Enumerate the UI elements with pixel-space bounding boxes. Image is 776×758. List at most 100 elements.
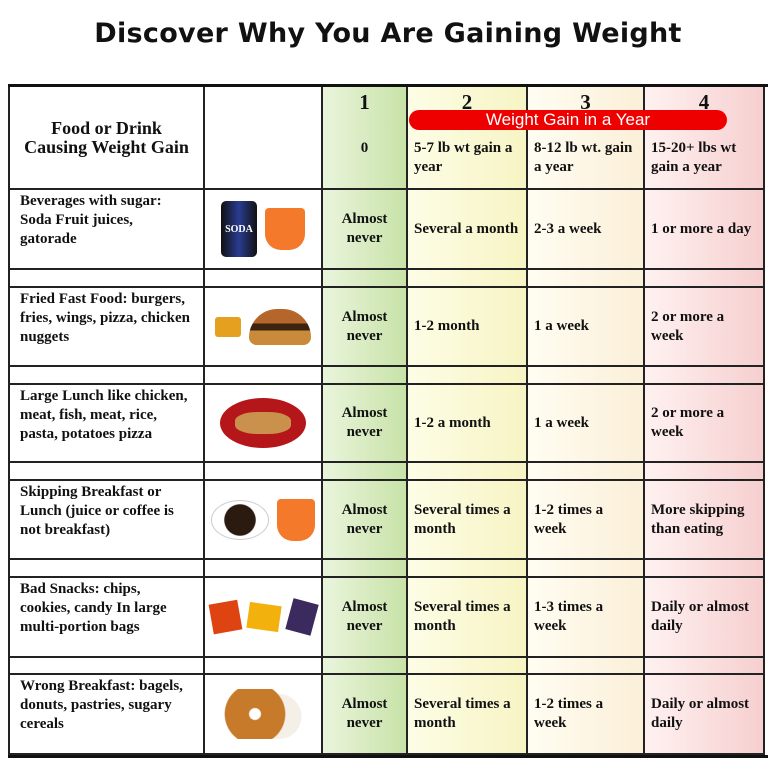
spacer bbox=[323, 270, 408, 288]
spacer bbox=[8, 560, 205, 578]
frequency-value: Several a month bbox=[414, 220, 519, 237]
row-cell-col-3: 1-2 times a week bbox=[528, 481, 645, 560]
frequency-value: Almost never bbox=[341, 405, 388, 440]
spacer bbox=[8, 367, 205, 385]
spacer bbox=[8, 463, 205, 481]
column-number: 4 bbox=[698, 90, 710, 114]
spacer bbox=[645, 270, 765, 288]
row-cell-col-1: Almost never bbox=[323, 288, 408, 367]
spacer bbox=[205, 560, 323, 578]
row-cell-col-1: Almost never bbox=[323, 675, 408, 755]
row-cell-col-4: 2 or more a week bbox=[645, 288, 765, 367]
row-food: Beverages with sugar: Soda Fruit juices,… bbox=[8, 190, 205, 270]
row-food: Skipping Breakfast or Lunch (juice or co… bbox=[8, 481, 205, 560]
burger-and-fries-icon bbox=[205, 288, 323, 367]
frequency-value: More skipping than eating bbox=[651, 501, 745, 537]
spacer bbox=[528, 270, 645, 288]
frequency-value: Almost never bbox=[341, 501, 388, 537]
column-desc: 5-7 lb wt gain a year bbox=[414, 140, 513, 175]
frequency-value: Almost never bbox=[341, 211, 388, 246]
spacer bbox=[323, 658, 408, 675]
page-title: Discover Why You Are Gaining Weight bbox=[94, 18, 682, 49]
row-cell-col-1: Almost never bbox=[323, 385, 408, 463]
spacer bbox=[528, 560, 645, 578]
header-col-3: 3 8-12 lb wt. gain a year bbox=[528, 87, 645, 190]
frequency-value: 2-3 a week bbox=[534, 220, 602, 237]
spacer bbox=[8, 270, 205, 288]
column-number: 3 bbox=[580, 90, 591, 114]
frequency-value: 2 or more a week bbox=[651, 308, 725, 344]
frequency-value: 1 or more a day bbox=[651, 220, 752, 237]
food-label: Bad Snacks: chips, cookies, candy In lar… bbox=[20, 581, 167, 635]
header-food: Food or Drink Causing Weight Gain bbox=[8, 87, 205, 190]
row-cell-col-4: More skipping than eating bbox=[645, 481, 765, 560]
row-cell-col-4: Daily or almost daily bbox=[645, 675, 765, 755]
row-food: Bad Snacks: chips, cookies, candy In lar… bbox=[8, 578, 205, 658]
frequency-value: Almost never bbox=[341, 599, 388, 634]
frequency-value: 1-2 a month bbox=[414, 414, 491, 431]
spacer bbox=[408, 463, 528, 481]
frequency-value: Almost never bbox=[341, 696, 388, 731]
frequency-value: 2 or more a week bbox=[651, 405, 725, 440]
row-cell-col-4: Daily or almost daily bbox=[645, 578, 765, 658]
row-cell-col-2: Several times a month bbox=[408, 481, 528, 560]
row-cell-col-4: 2 or more a week bbox=[645, 385, 765, 463]
header-col-4: 4 15-20+ lbs wt gain a year bbox=[645, 87, 765, 190]
spacer bbox=[528, 367, 645, 385]
spacer bbox=[408, 270, 528, 288]
column-number: 1 bbox=[359, 90, 370, 114]
spacer bbox=[645, 367, 765, 385]
soda-can-and-juice-icon: SODA bbox=[205, 190, 323, 270]
spacer bbox=[408, 658, 528, 675]
weight-gain-table: Food or Drink Causing Weight Gain 1 0 2 5-7 … bbox=[8, 84, 768, 758]
spacer bbox=[323, 367, 408, 385]
lunch-plate-icon bbox=[205, 385, 323, 463]
bagel-icon bbox=[205, 675, 323, 755]
header-image bbox=[205, 87, 323, 190]
row-cell-col-3: 2-3 a week bbox=[528, 190, 645, 270]
spacer bbox=[408, 367, 528, 385]
row-cell-col-1: Almost never bbox=[323, 578, 408, 658]
food-label: Fried Fast Food: burgers, fries, wings, … bbox=[20, 291, 190, 345]
row-cell-col-2: Several a month bbox=[408, 190, 528, 270]
spacer bbox=[645, 658, 765, 675]
food-label: Skipping Breakfast or Lunch (juice or co… bbox=[20, 484, 174, 538]
frequency-value: 1-2 times a week bbox=[534, 501, 604, 537]
row-cell-col-1: Almost never bbox=[323, 481, 408, 560]
spacer bbox=[205, 658, 323, 675]
frequency-value: 1-2 times a week bbox=[534, 696, 604, 731]
row-cell-col-2: 1-2 a month bbox=[408, 385, 528, 463]
spacer bbox=[645, 463, 765, 481]
coffee-and-juice-icon bbox=[205, 481, 323, 560]
header-col-2: 2 5-7 lb wt gain a year bbox=[408, 87, 528, 190]
weight-gain-banner: Weight Gain in a Year bbox=[409, 110, 727, 130]
row-food: Fried Fast Food: burgers, fries, wings, … bbox=[8, 288, 205, 367]
row-cell-col-3: 1 a week bbox=[528, 288, 645, 367]
spacer bbox=[528, 658, 645, 675]
frequency-value: 1 a week bbox=[534, 318, 589, 334]
column-desc: 8-12 lb wt. gain a year bbox=[534, 140, 633, 175]
spacer bbox=[205, 367, 323, 385]
row-food: Wrong Breakfast: bagels, donuts, pastrie… bbox=[8, 675, 205, 755]
spacer bbox=[323, 463, 408, 481]
frequency-value: 1-2 month bbox=[414, 318, 480, 334]
column-number: 2 bbox=[461, 90, 473, 114]
spacer bbox=[645, 560, 765, 578]
frequency-value: Several times a month bbox=[414, 501, 511, 537]
food-header-label: Food or Drink Causing Weight Gain bbox=[24, 117, 189, 157]
frequency-value: 1 a week bbox=[534, 414, 589, 431]
frequency-value: Several times a month bbox=[414, 599, 511, 634]
frequency-value: Daily or almost daily bbox=[651, 696, 750, 731]
spacer bbox=[323, 560, 408, 578]
row-cell-col-2: Several times a month bbox=[408, 578, 528, 658]
row-cell-col-4: 1 or more a day bbox=[645, 190, 765, 270]
frequency-value: Almost never bbox=[341, 308, 388, 344]
row-cell-col-3: 1-3 times a week bbox=[528, 578, 645, 658]
row-cell-col-2: Several times a month bbox=[408, 675, 528, 755]
frequency-value: Daily or almost daily bbox=[651, 599, 750, 634]
spacer bbox=[408, 560, 528, 578]
food-label: Wrong Breakfast: bagels, donuts, pastrie… bbox=[20, 678, 183, 732]
column-desc: 0 bbox=[360, 140, 369, 156]
food-label: Beverages with sugar: Soda Fruit juices,… bbox=[20, 193, 162, 247]
